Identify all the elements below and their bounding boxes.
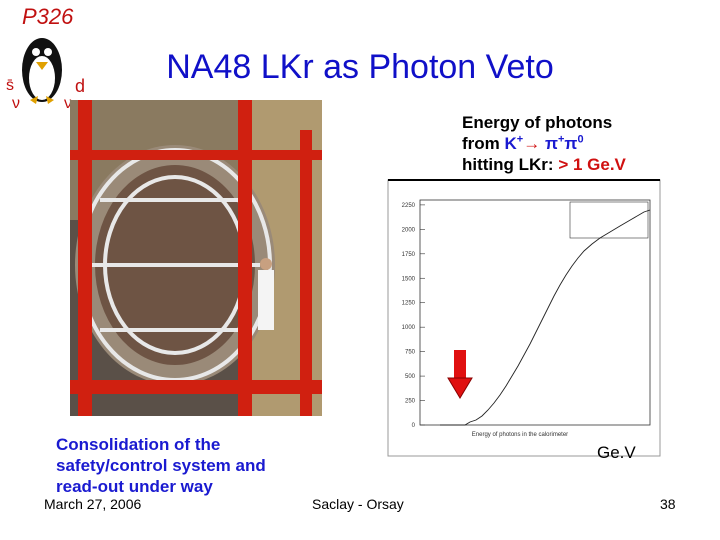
histogram-curve (440, 209, 651, 426)
text: from (462, 134, 500, 153)
arrow: → (523, 134, 541, 153)
threshold-arrow-head (447, 377, 473, 399)
annotation: Energy of photons from K+→ π+π0 hitting … (462, 112, 626, 175)
logo-penguin (22, 38, 62, 104)
y-tick-label: 2250 (402, 203, 416, 209)
unit-label: Ge.V (597, 443, 636, 462)
caption: Consolidation of the safety/control syst… (56, 434, 266, 497)
plot-frame (419, 199, 651, 426)
detector-photo (70, 100, 322, 416)
threshold: > 1 Ge.V (558, 155, 626, 174)
logo-symbol: ν (12, 95, 20, 112)
logo-symbol: d (75, 76, 85, 96)
y-tick-label: 0 (412, 423, 416, 429)
y-tick-label: 1250 (402, 301, 416, 307)
charge: + (516, 133, 524, 146)
text: hitting LKr: (462, 155, 554, 174)
footer-place: Saclay - Orsay (312, 496, 404, 512)
y-tick-label: 750 (405, 350, 416, 356)
slide-title: NA48 LKr as Photon Veto (166, 48, 554, 86)
logo-symbol: ν (64, 95, 72, 112)
y-tick-label: 250 (405, 399, 416, 405)
logo-label: P326 (22, 4, 74, 29)
annotation-line: from K+→ π+π0 (462, 133, 626, 154)
particle: π (544, 134, 558, 153)
annotation-line: hitting LKr: > 1 Ge.V (462, 154, 626, 175)
caption-line: read-out under way (56, 477, 213, 496)
histogram: Energy of photons in the calorimeter 0 25… (387, 179, 661, 457)
charge: 0 (577, 133, 584, 146)
x-axis-label: Energy of photons in the calorimeter (472, 432, 568, 438)
logo-symbol: s̄ (6, 77, 14, 94)
charge: + (557, 133, 565, 146)
annotation-line: Energy of photons (462, 113, 613, 132)
y-tick-label: 2000 (402, 227, 416, 233)
page-number: 38 (660, 496, 676, 512)
stats-box (569, 201, 649, 239)
y-tick-label: 1500 (402, 276, 416, 282)
caption-line: Consolidation of the (56, 435, 221, 454)
y-tick-label: 500 (405, 374, 416, 380)
particle: K (504, 134, 517, 153)
y-tick-label: 1000 (402, 325, 416, 331)
caption-line: safety/control system and (56, 456, 266, 475)
footer-date: March 27, 2006 (44, 496, 142, 512)
particle: π (564, 134, 578, 153)
y-tick-label: 1750 (402, 252, 416, 258)
